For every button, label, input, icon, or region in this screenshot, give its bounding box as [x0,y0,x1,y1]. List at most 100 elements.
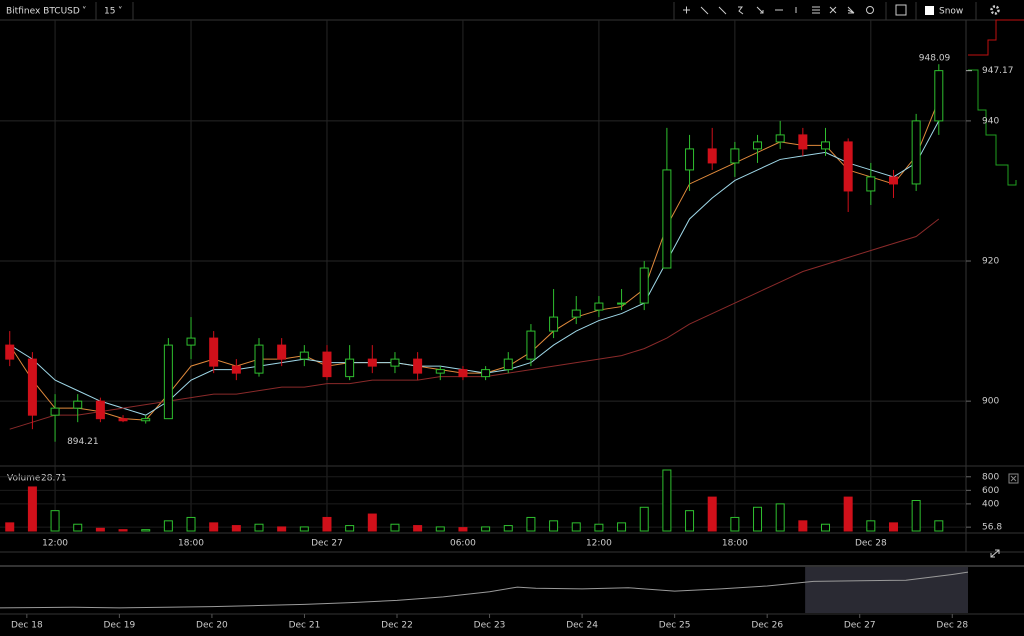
x-tick-label: Dec 24 [566,621,598,631]
last-price-label: 947.17 [982,66,1014,76]
candle-body [118,418,128,422]
volume-bar [209,522,219,532]
interval[interactable]: 15 [104,7,115,17]
volume-bar [118,529,128,532]
symbol-caret[interactable]: ˅ [82,7,87,17]
volume-bar [662,469,672,532]
tool-gann[interactable] [847,6,855,14]
y-tick-label: 920 [982,257,999,267]
volume-bar [367,513,377,532]
candle-body [95,400,105,420]
volume-bar [299,526,309,532]
volume-bar [571,522,581,532]
candle-body [5,344,15,360]
candle-body [617,302,627,305]
candle-body [526,330,536,360]
candle-body [367,358,377,367]
candle-body [775,134,785,143]
candle-body [27,358,37,416]
candle-body [435,369,445,374]
settings-gear[interactable] [990,5,1000,15]
x-tick-label: Dec 20 [196,621,228,631]
candle-body [866,176,876,192]
candle-body [888,176,898,185]
candle-body [277,344,287,360]
candle-body [254,344,264,374]
tool-fib[interactable] [812,6,820,14]
tool-trend[interactable] [700,6,709,15]
candle-body [730,148,740,164]
tool-settings-panel[interactable] [895,4,907,16]
depth-bids [968,69,1017,186]
y-tick-label: 800 [982,472,999,482]
volume-last: 28.71 [41,474,67,484]
candle-body [50,407,60,416]
volume-bar [231,525,241,532]
candle-body [549,316,559,332]
y-tick-label: 56.8 [982,523,1002,533]
tool-fan[interactable] [829,6,837,14]
candle-body [458,369,468,378]
volume-bar [27,486,37,532]
x-tick-label: 12:00 [586,539,612,549]
x-tick-label: Dec 19 [104,621,136,631]
x-tick-label: Dec 25 [659,621,691,631]
close-volume-icon[interactable] [1010,475,1017,482]
volume-bar [798,520,808,532]
x-tick-label: Dec 28 [855,539,887,549]
volume-bar [888,522,898,532]
tool-arrow[interactable] [756,6,764,14]
theme-label[interactable]: Snow [939,7,963,17]
volume-bar [617,522,627,532]
volume-bar [5,522,15,532]
volume-bar [934,520,944,532]
candle-body [345,358,355,378]
volume-bar [254,523,264,532]
volume-bar [277,526,287,532]
tool-circle[interactable] [866,6,874,14]
y-tick-label: 940 [982,116,999,126]
price-annotation: 894.21 [67,437,99,447]
theme-checkbox[interactable] [925,6,934,15]
x-tick-label: Dec 22 [381,621,413,631]
candle-body [503,358,513,371]
volume-bar [50,510,60,532]
volume-bar [775,503,785,532]
volume-bar [685,510,695,532]
interval-caret[interactable]: ˅ [118,7,123,17]
drawing-tools [683,4,907,16]
y-tick-label: 400 [982,499,999,509]
close-volume[interactable] [1008,473,1019,484]
volume-bar [481,526,491,532]
volume-bar [526,516,536,532]
candle-body [413,358,423,374]
volume-bar [73,523,83,532]
x-tick-label: Dec 28 [936,621,968,631]
volume-bar [390,523,400,532]
expand-icon[interactable] [990,549,1000,558]
volume-bar [549,520,559,532]
navigator-line [0,571,969,609]
tool-ray[interactable] [718,6,727,15]
volume-bar [911,500,921,532]
volume-bar [503,525,513,532]
candle-body [209,337,219,367]
candle-body [571,309,581,318]
volume-bar [186,516,196,532]
y-tick-label: 600 [982,486,999,496]
x-tick-label: Dec 26 [751,621,783,631]
volume-bar [345,525,355,532]
candle-body [163,344,173,420]
price-annotation: 948.09 [919,54,951,64]
candle-body [821,141,831,150]
x-tick-label: 18:00 [722,539,748,549]
candle-body [481,369,491,378]
candle-body [798,134,808,150]
tool-pitchfork[interactable] [738,6,744,15]
tool-cross[interactable] [683,6,690,14]
symbol[interactable]: Bitfinex BTCUSD [6,7,80,17]
volume-bar [753,506,763,532]
x-tick-label: Dec 18 [11,621,43,631]
volume-bar [730,516,740,532]
volume-bar [435,526,445,532]
